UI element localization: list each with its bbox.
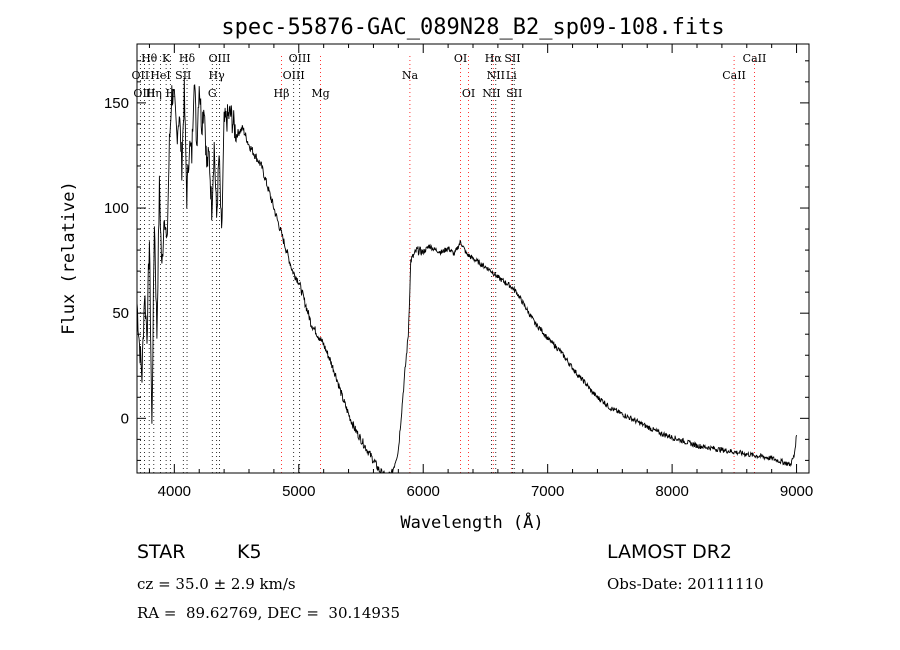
marker-label: Hδ <box>179 52 196 65</box>
y-tick-label: 150 <box>104 95 129 112</box>
marker-label: OIII <box>289 52 311 65</box>
marker-label: Hθ <box>141 52 158 65</box>
marker-label: OIII <box>133 87 155 100</box>
marker-label: Mg <box>311 87 329 100</box>
marker-label: OII <box>132 69 150 82</box>
marker-label: G <box>208 87 217 100</box>
marker-label: Hγ <box>209 69 226 82</box>
x-axis-label: Wavelength (Å) <box>400 511 543 533</box>
marker-label: Hβ <box>274 87 290 100</box>
y-tick-label: 100 <box>104 200 129 217</box>
survey-label: LAMOST DR2 <box>607 541 732 563</box>
cz-label: cz = 35.0 ± 2.9 km/s <box>137 575 296 593</box>
marker-label: Hα <box>485 52 503 65</box>
x-tick-label: 8000 <box>655 483 688 500</box>
y-tick-label: 50 <box>112 305 129 322</box>
obs-date-label: Obs-Date: 20111110 <box>607 575 764 593</box>
x-tick-label: 5000 <box>282 483 315 500</box>
x-tick-label: 4000 <box>158 483 191 500</box>
axes: 4000 5000 6000 7000 8000 9000 0 50 100 150 <box>104 43 813 500</box>
marker-label: Hη <box>146 87 162 100</box>
marker-label: H <box>166 87 176 100</box>
marker-label: SII <box>175 69 191 82</box>
marker-label: K <box>162 52 171 65</box>
x-tick-label: 6000 <box>407 483 440 500</box>
subclass-label: K5 <box>237 541 262 563</box>
y-axis-label: Flux (relative) <box>59 181 79 335</box>
marker-label: NII <box>487 69 505 82</box>
y-tick-label: 0 <box>121 410 129 427</box>
marker-label: CaII <box>743 52 767 65</box>
chart-title: spec-55876-GAC_089N28_B2_sp09-108.fits <box>221 15 724 40</box>
marker-label: SII <box>506 87 522 100</box>
marker-label: NII <box>482 87 500 100</box>
marker-label: OIII <box>208 52 230 65</box>
class-label: STAR <box>137 541 186 563</box>
x-tick-label: 9000 <box>780 483 813 500</box>
x-tick-label: 7000 <box>531 483 564 500</box>
marker-label: Li <box>506 69 517 82</box>
marker-label: HeI <box>150 69 170 82</box>
radec-label: RA = 89.62769, DEC = 30.14935 <box>137 604 401 622</box>
marker-label: OI <box>454 52 467 65</box>
marker-label: SII <box>504 52 520 65</box>
marker-label: OIII <box>283 69 305 82</box>
marker-label: OI <box>462 87 475 100</box>
spectrum-series <box>136 77 798 474</box>
marker-label: Na <box>402 69 419 82</box>
marker-label: CaII <box>722 69 746 82</box>
spectrum-line <box>136 77 798 474</box>
